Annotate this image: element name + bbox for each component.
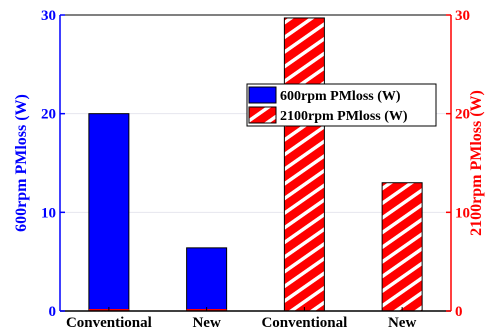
x-tick-label: New (388, 315, 416, 331)
bar-600rpm-0 (88, 113, 130, 312)
y-left-tick-label: 30 (41, 8, 56, 24)
y-right-tick-label: 30 (455, 8, 470, 24)
legend-swatch-2100rpm (248, 106, 277, 124)
y-left-tick-label: 20 (41, 107, 56, 123)
y-right-tick-label: 10 (455, 205, 470, 221)
y-left-tick-label: 0 (49, 304, 57, 320)
axes (59, 14, 452, 312)
legend-label-600rpm: 600rpm PMloss (W) (280, 89, 401, 104)
x-tick-label: New (192, 315, 220, 331)
y-axis-left-label: 600rpm PMloss (W) (13, 94, 30, 232)
legend-swatch-600rpm (248, 86, 277, 104)
legend-label-2100rpm: 2100rpm PMloss (W) (280, 109, 408, 124)
bars (88, 17, 423, 312)
legend-box (246, 83, 437, 127)
legend: 600rpm PMloss (W) 2100rpm PMloss (W) (246, 83, 437, 127)
tick-labels: 0 10 20 30 0 10 20 30 Conventional New Conventiona… (41, 8, 470, 331)
y-right-tick-label: 20 (455, 107, 470, 123)
x-tick-label: Conventional (261, 315, 347, 331)
x-tick-label: Conventional (66, 315, 152, 331)
bar-2100rpm-2 (283, 17, 325, 312)
bar-2100rpm-3 (381, 182, 423, 312)
y-axis-right-label: 2100rpm PMloss (W) (468, 90, 485, 236)
y-right-tick-label: 0 (455, 304, 463, 320)
y-left-tick-label: 10 (41, 205, 56, 221)
bar-600rpm-1 (186, 247, 228, 312)
